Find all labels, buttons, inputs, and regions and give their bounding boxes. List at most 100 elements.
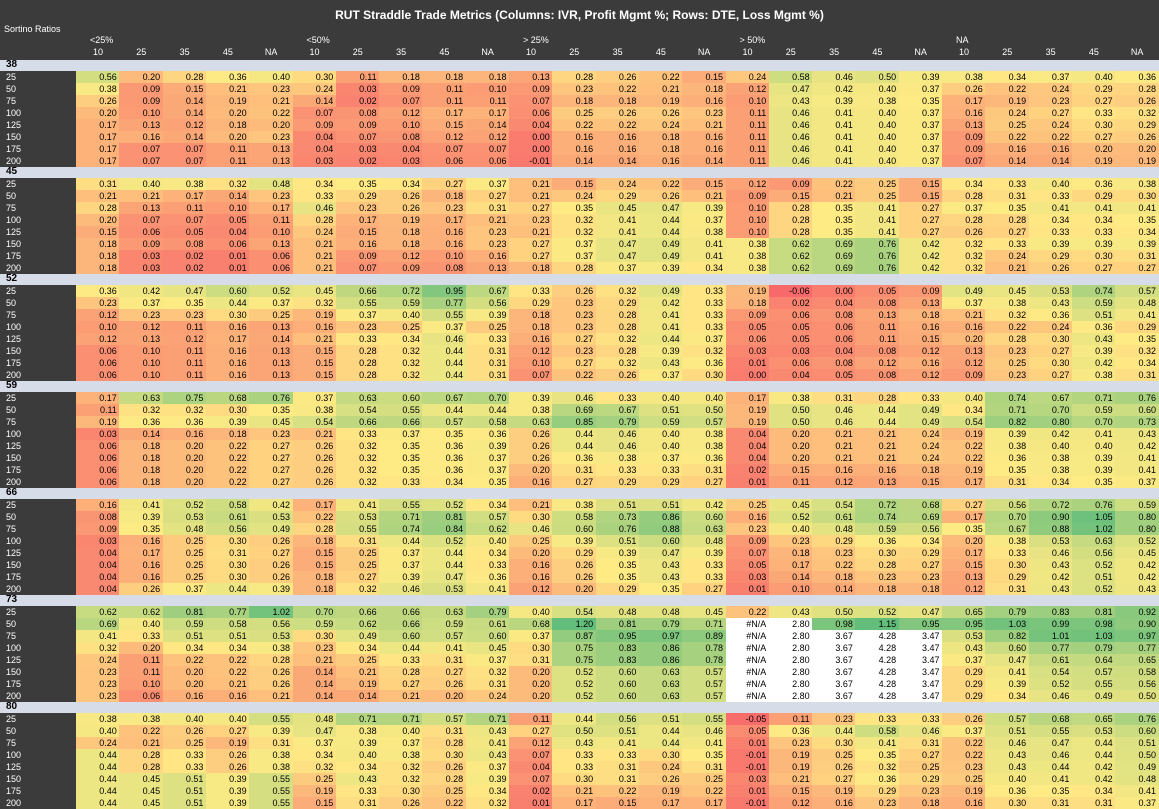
metric-cell: 0.18: [638, 143, 683, 155]
metric-cell: 0.40: [855, 107, 900, 119]
loss-mgmt-label: 150: [6, 346, 22, 356]
metric-cell: 0.19: [768, 761, 813, 773]
metric-cell: 0.28: [379, 666, 423, 678]
metric-cell: 0.38: [379, 749, 423, 761]
loss-mgmt-label: 125: [6, 441, 22, 451]
metric-cell: 0.32: [205, 178, 250, 190]
metric-cell: 0.82: [985, 630, 1030, 642]
metric-cell: 0.37: [292, 392, 337, 404]
metric-cell: 0.31: [76, 178, 120, 190]
metric-cell: 0.72: [855, 499, 900, 511]
metric-cell: 0.22: [292, 511, 337, 523]
metric-cell: 0.38: [725, 262, 770, 274]
metric-cell: 0.45: [249, 416, 293, 428]
loss-mgmt-label: 100: [6, 429, 22, 439]
metric-cell: 0.37: [898, 131, 943, 143]
metric-cell: 0.12: [509, 583, 553, 595]
metric-cell: 0.16: [119, 131, 164, 143]
metric-cell: 0.23: [249, 190, 293, 202]
metric-cell: 0.37: [942, 654, 986, 666]
metric-cell: 0.90: [1028, 511, 1073, 523]
metric-cell: 0.34: [942, 404, 986, 416]
metric-cell: 0.51: [1071, 571, 1116, 583]
loss-mgmt-label: 125: [6, 120, 22, 130]
metric-cell: 0.25: [292, 773, 337, 785]
metric-cell: 0.20: [76, 214, 120, 226]
metric-cell: 0.23: [552, 83, 597, 95]
metric-cell: 0.15: [292, 559, 337, 571]
metric-cell: 0.26: [292, 452, 337, 464]
metric-cell: 0.76: [1071, 499, 1116, 511]
metric-cell: 0.09: [379, 83, 423, 95]
metric-cell: 0.24: [292, 83, 337, 95]
metric-cell: 0.41: [682, 250, 726, 262]
metric-cell: 0.04: [292, 143, 337, 155]
metric-cell: 0.25: [812, 749, 856, 761]
metric-cell: 0.19: [379, 214, 423, 226]
metric-cell: 0.88: [1028, 523, 1073, 535]
metric-cell: 0.27: [379, 678, 423, 690]
metric-cell: 0.56: [898, 523, 943, 535]
metric-cell: 0.37: [465, 761, 510, 773]
metric-cell: 0.37: [465, 464, 510, 476]
metric-cell: 0.59: [162, 618, 207, 630]
metric-cell: 0.71: [379, 511, 423, 523]
metric-cell: 0.16: [422, 226, 467, 238]
metric-cell: 0.35: [1115, 214, 1159, 226]
metric-cell: 0.21: [205, 83, 250, 95]
metric-cell: 0.15: [422, 119, 467, 131]
profit-mgmt-header: 25: [785, 47, 796, 57]
metric-cell: 0.37: [162, 583, 207, 595]
metric-cell: 0.27: [1071, 262, 1116, 274]
metric-cell: 0.07: [162, 143, 207, 155]
metric-cell: 0.18: [205, 428, 250, 440]
metric-cell: 0.38: [985, 535, 1030, 547]
metric-cell: 0.46: [1028, 690, 1073, 702]
metric-cell: 0.49: [249, 523, 293, 535]
metric-cell: 0.21: [509, 178, 553, 190]
ivr-group-header: > 50%: [739, 35, 766, 45]
metric-cell: 0.13: [119, 202, 164, 214]
metric-cell: 0.26: [942, 226, 986, 238]
metric-cell: 0.18: [812, 571, 856, 583]
metric-cell: 0.03: [119, 250, 164, 262]
metric-cell: 0.15: [292, 547, 337, 559]
metric-cell: 0.39: [1071, 464, 1116, 476]
metric-cell: 0.48: [682, 535, 726, 547]
metric-cell: 0.37: [638, 452, 683, 464]
metric-cell: 0.22: [595, 83, 640, 95]
metric-cell: 0.29: [812, 535, 856, 547]
metric-cell: 0.53: [422, 583, 467, 595]
metric-cell: 0.13: [249, 155, 293, 167]
metric-cell: 0.61: [812, 511, 856, 523]
loss-mgmt-label: 125: [6, 227, 22, 237]
metric-cell: 0.44: [465, 404, 510, 416]
metric-cell: 0.28: [942, 190, 986, 202]
metric-cell: 0.17: [292, 499, 337, 511]
metric-cell: 0.31: [465, 345, 510, 357]
metric-cell: 0.27: [249, 452, 293, 464]
metric-cell: 0.57: [682, 678, 726, 690]
metric-cell: 0.04: [76, 583, 120, 595]
metric-cell: 0.28: [855, 392, 900, 404]
metric-cell: 0.39: [205, 797, 250, 809]
metric-cell: 0.32: [595, 285, 640, 297]
loss-mgmt-label: 25: [6, 607, 17, 617]
metric-cell: 0.38: [76, 713, 120, 725]
metric-cell: 0.88: [638, 523, 683, 535]
metric-cell: 0.34: [422, 476, 467, 488]
loss-mgmt-label: 175: [6, 465, 22, 475]
metric-cell: 0.12: [379, 250, 423, 262]
metric-cell: 0.28: [119, 749, 164, 761]
metric-cell: 0.57: [422, 416, 467, 428]
metric-cell: 0.29: [638, 476, 683, 488]
metric-cell: 0.25: [162, 571, 207, 583]
metric-cell: 0.18: [379, 71, 423, 83]
metric-cell: 0.69: [812, 262, 856, 274]
metric-cell: 0.89: [682, 630, 726, 642]
metric-cell: 0.43: [638, 571, 683, 583]
metric-cell: 0.47: [292, 725, 337, 737]
metric-cell: 0.10: [422, 250, 467, 262]
loss-mgmt-label: 125: [6, 548, 22, 558]
metric-cell: 0.35: [812, 202, 856, 214]
